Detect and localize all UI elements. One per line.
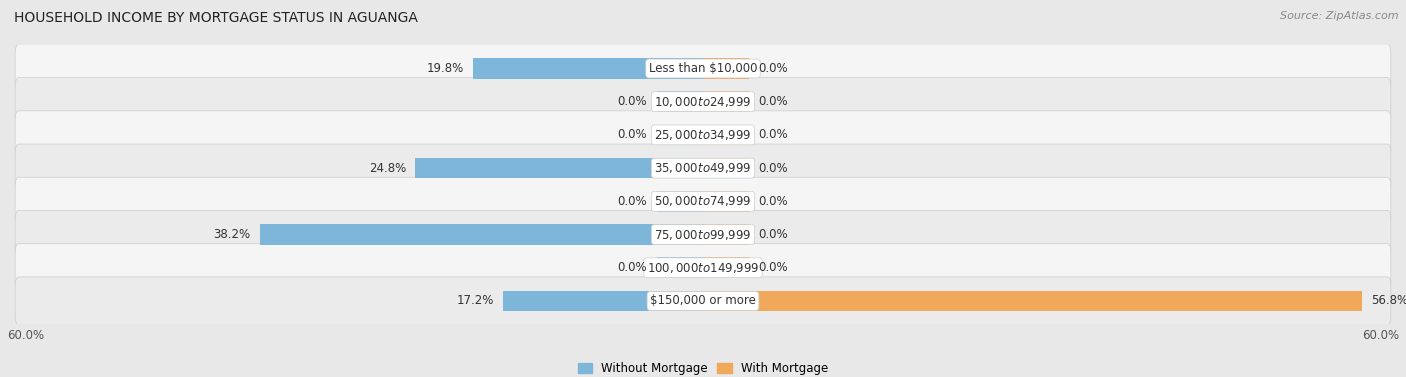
Text: 0.0%: 0.0% <box>759 62 789 75</box>
Text: 38.2%: 38.2% <box>214 228 250 241</box>
Text: Source: ZipAtlas.com: Source: ZipAtlas.com <box>1281 11 1399 21</box>
Text: 60.0%: 60.0% <box>7 329 44 342</box>
Text: 0.0%: 0.0% <box>759 95 789 108</box>
FancyBboxPatch shape <box>15 111 1391 159</box>
FancyBboxPatch shape <box>15 177 1391 225</box>
Bar <box>703 224 749 245</box>
Text: 19.8%: 19.8% <box>427 62 464 75</box>
Bar <box>657 91 703 112</box>
Text: 0.0%: 0.0% <box>759 162 789 175</box>
Bar <box>657 257 703 278</box>
Text: 0.0%: 0.0% <box>617 195 647 208</box>
Text: 56.8%: 56.8% <box>1371 294 1406 308</box>
Bar <box>260 224 703 245</box>
Text: $75,000 to $99,999: $75,000 to $99,999 <box>654 228 752 242</box>
Bar <box>703 58 749 79</box>
Text: 60.0%: 60.0% <box>1362 329 1399 342</box>
Legend: Without Mortgage, With Mortgage: Without Mortgage, With Mortgage <box>574 357 832 377</box>
Bar <box>703 257 749 278</box>
Text: 0.0%: 0.0% <box>759 195 789 208</box>
Text: $100,000 to $149,999: $100,000 to $149,999 <box>647 261 759 275</box>
Bar <box>703 291 1362 311</box>
Bar <box>703 158 749 178</box>
Text: $25,000 to $34,999: $25,000 to $34,999 <box>654 128 752 142</box>
Text: 0.0%: 0.0% <box>759 261 789 274</box>
Text: 24.8%: 24.8% <box>368 162 406 175</box>
Text: HOUSEHOLD INCOME BY MORTGAGE STATUS IN AGUANGA: HOUSEHOLD INCOME BY MORTGAGE STATUS IN A… <box>14 11 418 25</box>
FancyBboxPatch shape <box>15 277 1391 325</box>
Bar <box>703 191 749 211</box>
Bar <box>474 58 703 79</box>
Text: 0.0%: 0.0% <box>759 129 789 141</box>
Text: 0.0%: 0.0% <box>617 129 647 141</box>
Text: 0.0%: 0.0% <box>617 95 647 108</box>
Text: $50,000 to $74,999: $50,000 to $74,999 <box>654 194 752 208</box>
Text: Less than $10,000: Less than $10,000 <box>648 62 758 75</box>
Text: 0.0%: 0.0% <box>759 228 789 241</box>
Bar <box>503 291 703 311</box>
Bar <box>703 91 749 112</box>
Bar <box>415 158 703 178</box>
FancyBboxPatch shape <box>15 78 1391 126</box>
Bar <box>657 191 703 211</box>
FancyBboxPatch shape <box>15 244 1391 292</box>
FancyBboxPatch shape <box>15 144 1391 192</box>
FancyBboxPatch shape <box>15 44 1391 93</box>
FancyBboxPatch shape <box>15 210 1391 259</box>
Text: $150,000 or more: $150,000 or more <box>650 294 756 308</box>
Text: 17.2%: 17.2% <box>457 294 495 308</box>
Bar <box>657 125 703 145</box>
Text: 0.0%: 0.0% <box>617 261 647 274</box>
Bar <box>703 125 749 145</box>
Text: $10,000 to $24,999: $10,000 to $24,999 <box>654 95 752 109</box>
Text: $35,000 to $49,999: $35,000 to $49,999 <box>654 161 752 175</box>
